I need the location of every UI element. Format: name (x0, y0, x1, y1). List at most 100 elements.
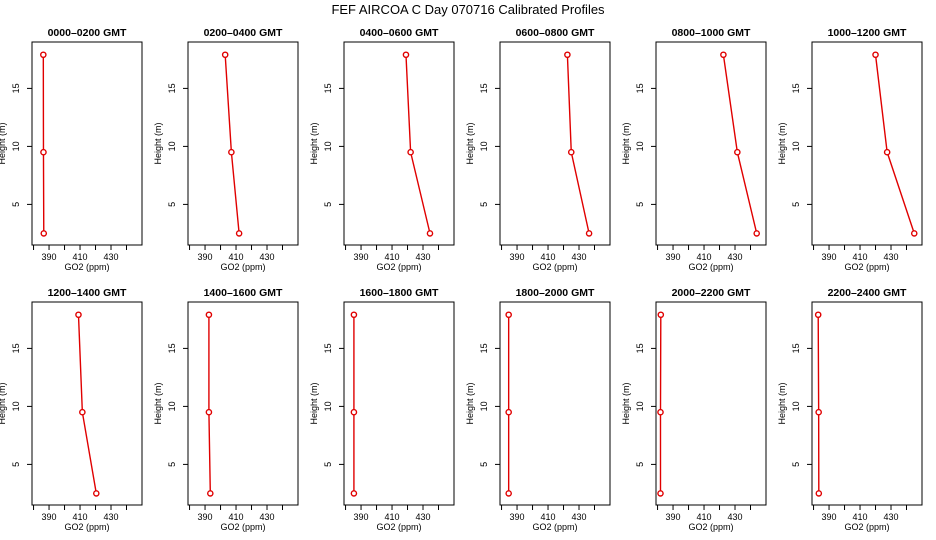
data-point (815, 490, 823, 497)
y-tick-label: 15 (479, 83, 489, 93)
profile-line (722, 54, 758, 234)
y-tick-label: 15 (323, 343, 333, 353)
y-tick-label: 10 (11, 401, 21, 411)
x-tick-label: 430 (727, 252, 742, 262)
data-point (720, 51, 727, 59)
x-tick-label: 430 (883, 512, 898, 522)
plot-frame (811, 301, 923, 506)
panel-title: 1200–1400 GMT (48, 287, 127, 299)
data-point (815, 408, 822, 416)
data-point (79, 408, 86, 416)
plot-frame (187, 41, 299, 246)
y-tick-label: 5 (635, 202, 645, 207)
x-tick-label: 430 (415, 512, 430, 522)
x-tick-label: 410 (229, 252, 244, 262)
panel-title: 1000–1200 GMT (828, 27, 907, 39)
data-point (40, 230, 48, 237)
data-point (228, 148, 235, 156)
data-point (910, 230, 918, 237)
y-axis-label: Height (m) (465, 122, 475, 164)
y-tick-label: 15 (323, 83, 333, 93)
y-tick-label: 10 (167, 141, 177, 151)
plot-frame (499, 41, 611, 246)
y-tick-label: 15 (167, 83, 177, 93)
x-tick-label: 410 (541, 252, 556, 262)
x-tick-label: 410 (541, 512, 556, 522)
x-tick-label: 390 (198, 252, 213, 262)
panel-title: 0800–1000 GMT (672, 27, 751, 39)
y-tick-label: 15 (635, 343, 645, 353)
profile-line (405, 54, 431, 234)
y-tick-label: 5 (635, 462, 645, 467)
data-point (505, 408, 512, 416)
y-tick-label: 5 (323, 202, 333, 207)
y-tick-label: 5 (11, 462, 21, 467)
x-tick-label: 390 (666, 252, 681, 262)
y-tick-label: 15 (11, 343, 21, 353)
data-point (350, 311, 358, 319)
x-tick-label: 430 (259, 252, 274, 262)
y-tick-label: 10 (635, 141, 645, 151)
plot-frame (811, 41, 923, 246)
x-tick-label: 410 (73, 252, 88, 262)
y-axis-label: Height (m) (309, 382, 319, 424)
data-point (564, 51, 571, 59)
panel-title: 0400–0600 GMT (360, 27, 439, 39)
x-tick-label: 410 (229, 512, 244, 522)
x-tick-label: 390 (42, 512, 57, 522)
data-point (40, 148, 47, 156)
profile-line (77, 314, 97, 494)
data-point (205, 408, 213, 416)
x-tick-label: 390 (822, 252, 837, 262)
x-tick-label: 390 (510, 512, 525, 522)
data-point (734, 148, 741, 156)
profile-line (817, 314, 820, 494)
y-tick-label: 10 (167, 401, 177, 411)
panel-title: 1800–2000 GMT (516, 287, 595, 299)
x-axis-label: GO2 (ppm) (220, 262, 265, 272)
panel-title: 1400–1600 GMT (204, 287, 283, 299)
data-point (753, 230, 761, 237)
panel-title: 1600–1800 GMT (360, 287, 439, 299)
y-axis-label: Height (m) (309, 122, 319, 164)
panel-title: 0600–0800 GMT (516, 27, 595, 39)
y-tick-label: 15 (479, 343, 489, 353)
y-tick-label: 5 (11, 202, 21, 207)
data-point (350, 408, 358, 416)
y-tick-label: 15 (11, 83, 21, 93)
data-point (567, 148, 575, 156)
profile-line (874, 54, 915, 234)
y-tick-label: 10 (791, 401, 801, 411)
y-tick-label: 10 (323, 401, 333, 411)
x-tick-label: 430 (571, 252, 586, 262)
data-point (75, 311, 82, 319)
plot-frame (655, 301, 767, 506)
x-tick-label: 430 (727, 512, 742, 522)
y-axis-label: Height (m) (621, 122, 631, 164)
y-tick-label: 10 (791, 141, 801, 151)
data-point (883, 148, 891, 156)
data-point (426, 230, 434, 237)
x-axis-label: GO2 (ppm) (532, 522, 577, 532)
data-point (235, 230, 243, 237)
x-tick-label: 390 (822, 512, 837, 522)
y-tick-label: 15 (791, 83, 801, 93)
plot-frame (499, 301, 611, 506)
x-axis-label: GO2 (ppm) (376, 522, 421, 532)
y-tick-label: 5 (323, 462, 333, 467)
x-axis-label: GO2 (ppm) (688, 522, 733, 532)
data-point (207, 490, 214, 497)
y-axis-label: Height (m) (777, 122, 787, 164)
y-tick-label: 5 (167, 462, 177, 467)
x-tick-label: 410 (853, 252, 868, 262)
